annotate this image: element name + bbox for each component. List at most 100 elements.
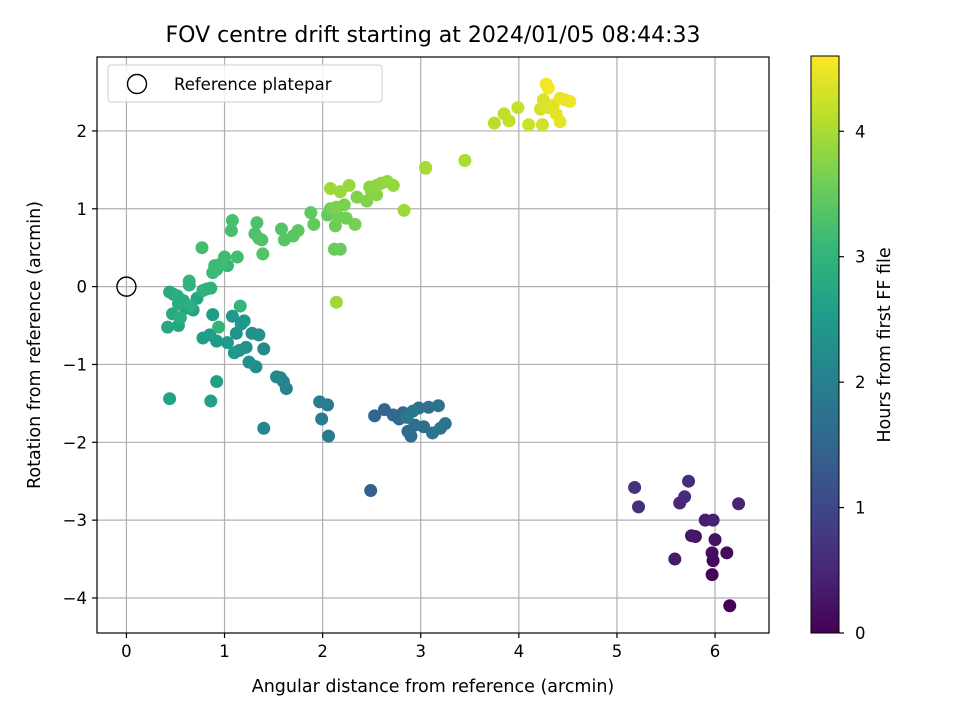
- data-point: [678, 490, 692, 504]
- data-points: [161, 77, 746, 613]
- data-point: [163, 392, 177, 406]
- data-point: [218, 250, 232, 264]
- data-point: [333, 185, 347, 199]
- data-point: [327, 242, 341, 256]
- data-point: [274, 222, 288, 236]
- data-point: [723, 599, 737, 613]
- data-point: [233, 299, 247, 313]
- data-point: [404, 429, 418, 443]
- data-point: [732, 497, 746, 511]
- data-point: [705, 568, 719, 582]
- data-point: [182, 274, 196, 288]
- data-point: [329, 295, 343, 309]
- legend: Reference platepar: [107, 64, 383, 103]
- data-point: [386, 178, 400, 192]
- data-point: [682, 474, 696, 488]
- data-point: [422, 400, 436, 414]
- colorbar-frame: [810, 55, 840, 634]
- data-point: [245, 326, 259, 340]
- data-point: [250, 216, 264, 230]
- colorbar-tick-label: 1: [855, 499, 866, 518]
- data-point: [315, 412, 329, 426]
- y-axis-ticks: −4 −3 −2 −1 0 1 2: [63, 122, 97, 608]
- data-point: [204, 394, 218, 408]
- data-point: [553, 115, 567, 129]
- y-tick-label: −4: [63, 589, 87, 608]
- legend-label-reference-platepar: Reference platepar: [174, 75, 332, 94]
- colorbar-tick-label: 3: [855, 248, 866, 267]
- y-tick-label: 0: [77, 278, 88, 297]
- data-point: [368, 409, 382, 423]
- data-point: [225, 213, 239, 227]
- data-point: [237, 314, 251, 328]
- data-point: [487, 116, 501, 130]
- x-tick-label: 3: [415, 642, 426, 661]
- legend-box: [107, 64, 383, 103]
- data-point: [419, 161, 433, 175]
- x-tick-label: 6: [710, 642, 721, 661]
- data-point: [171, 297, 185, 311]
- data-point: [307, 217, 321, 231]
- data-point: [173, 311, 187, 325]
- data-point: [323, 182, 337, 196]
- data-point: [684, 529, 698, 543]
- data-point: [304, 206, 318, 220]
- data-point: [668, 552, 682, 566]
- data-point: [270, 370, 284, 384]
- data-point: [183, 299, 197, 313]
- data-point: [632, 500, 646, 514]
- colorbar-tick-label: 4: [855, 122, 866, 141]
- data-point: [212, 320, 226, 334]
- colorbar-tick-label: 2: [855, 373, 866, 392]
- data-point: [230, 250, 244, 264]
- data-point: [322, 429, 336, 443]
- colorbar-gradient: [811, 56, 839, 633]
- colorbar-ticks: 0 1 2 3 4: [839, 122, 866, 643]
- x-tick-label: 1: [219, 642, 230, 661]
- legend-marker-open-circle: [126, 73, 148, 95]
- data-point: [400, 410, 414, 424]
- data-point: [541, 81, 555, 95]
- y-tick-label: −2: [63, 433, 87, 452]
- chart-title: FOV centre drift starting at 2024/01/05 …: [166, 23, 701, 48]
- data-point: [397, 203, 411, 217]
- data-point: [204, 281, 218, 295]
- data-point: [257, 421, 271, 435]
- colorbar-label: Hours from first FF file: [875, 247, 895, 442]
- data-point: [350, 190, 364, 204]
- data-point: [628, 480, 642, 494]
- data-point: [206, 308, 220, 322]
- data-point: [220, 336, 234, 350]
- data-point: [438, 417, 452, 431]
- x-axis-ticks: 0 1 2 3 4 5 6: [121, 633, 720, 661]
- x-tick-label: 4: [514, 642, 525, 661]
- data-point: [458, 154, 472, 168]
- data-point: [313, 395, 327, 409]
- data-point: [291, 224, 305, 238]
- data-point: [535, 118, 549, 132]
- data-point: [256, 247, 270, 261]
- data-point: [431, 399, 445, 413]
- data-point: [210, 375, 224, 389]
- data-point: [242, 355, 256, 369]
- data-point: [195, 241, 209, 255]
- y-tick-label: 1: [77, 200, 88, 219]
- x-axis-label: Angular distance from reference (arcmin): [252, 677, 615, 697]
- x-tick-label: 5: [612, 642, 623, 661]
- x-tick-label: 2: [317, 642, 328, 661]
- data-point: [364, 484, 378, 498]
- y-axis-label: Rotation from reference (arcmin): [25, 201, 45, 489]
- data-point: [720, 546, 734, 560]
- y-tick-label: 2: [77, 122, 88, 141]
- data-point: [348, 217, 362, 231]
- colorbar: 0 1 2 3 4 Hours from first FF file: [810, 55, 895, 643]
- colorbar-tick-label: 0: [855, 624, 866, 643]
- data-point: [563, 94, 577, 108]
- data-point: [224, 224, 238, 238]
- data-point: [257, 342, 271, 356]
- data-point: [227, 346, 241, 360]
- y-tick-label: −1: [63, 355, 87, 374]
- data-point: [196, 331, 210, 345]
